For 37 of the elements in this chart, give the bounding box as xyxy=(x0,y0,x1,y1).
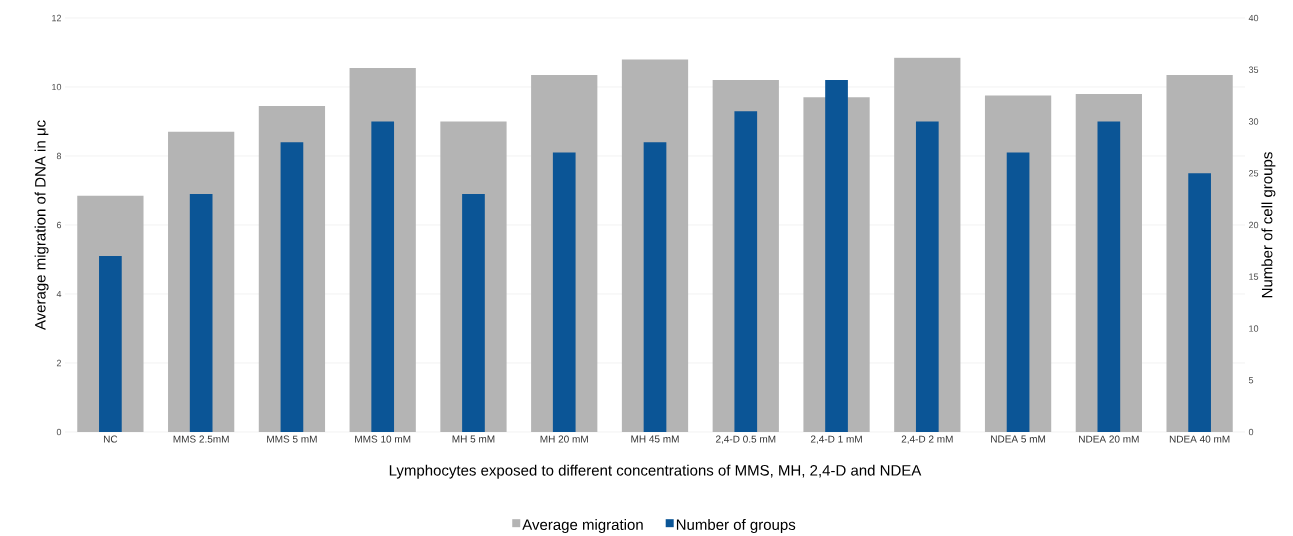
y-tick-label: 12 xyxy=(52,14,62,22)
y2-tick-label: 20 xyxy=(1248,221,1259,229)
y2-tick-label: 25 xyxy=(1248,170,1259,177)
y-tick-label: 2 xyxy=(56,359,62,367)
x-tick-label: 2,4-D 2 mM xyxy=(901,435,953,444)
x-tick-label: NDEA 20 mM xyxy=(1079,435,1139,443)
bar xyxy=(1188,173,1211,432)
x-tick-label: 2,4-D 0.5 mM xyxy=(715,435,776,444)
x-tick-label: NDEA 5 mM xyxy=(991,435,1046,443)
x-tick-label: MMS 5 mM xyxy=(267,435,317,443)
x-tick-label: MH 20 mM xyxy=(540,435,588,443)
y2-tick-label: 30 xyxy=(1248,118,1259,125)
x-tick-label: 2,4-D 1 mM xyxy=(810,435,862,444)
y-tick-label: 8 xyxy=(56,152,62,160)
y-tick-label: 10 xyxy=(52,83,62,91)
y2-tick-label: 5 xyxy=(1248,377,1254,384)
bar xyxy=(462,193,485,432)
x-tick-label: MH 5 mM xyxy=(452,435,495,443)
y2-tick-label: 15 xyxy=(1249,273,1259,280)
x-tick-label: MMS 2.5mM xyxy=(173,435,229,443)
y-tick-label: 6 xyxy=(56,221,62,229)
x-tick-label: MMS 10 mM xyxy=(355,435,411,443)
x-tick-label: MH 45 mM xyxy=(631,435,679,443)
y2-tick-label: 10 xyxy=(1249,325,1259,332)
y-tick-label: 4 xyxy=(56,290,62,298)
y2-tick-label: 40 xyxy=(1248,14,1259,22)
legend-label: Average migration xyxy=(522,519,643,533)
x-tick-label: NDEA 40 mM xyxy=(1169,435,1230,443)
bar xyxy=(99,256,122,432)
legend-label: Number of groups xyxy=(676,519,796,533)
x-axis-title: Lymphocytes exposed to different concentrations of MMS, MH, 2,4-D and NDEA xyxy=(389,464,922,479)
y2-axis-title: Number of cell groups xyxy=(1261,152,1276,298)
y-axis-title: Average migration of DNA in μc xyxy=(34,120,49,331)
y2-tick-label: 35 xyxy=(1248,66,1259,73)
y-tick-label: 0 xyxy=(56,428,62,436)
y2-tick-label: 0 xyxy=(1248,428,1254,436)
x-tick-label: NC xyxy=(103,435,118,443)
